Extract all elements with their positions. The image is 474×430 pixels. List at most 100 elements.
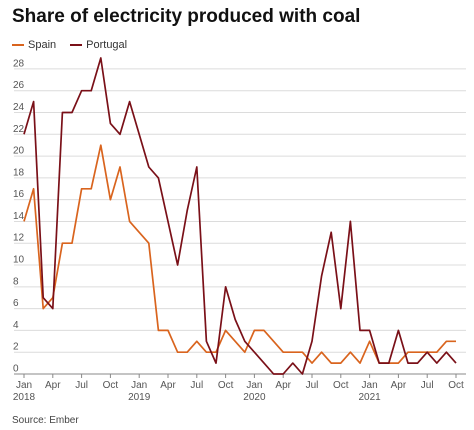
data-point-portugal-25 [263, 362, 265, 364]
data-point-spain-33 [340, 362, 342, 364]
data-point-portugal-19 [206, 340, 208, 342]
data-point-spain-22 [234, 340, 236, 342]
x-tick-label-42: Jul [421, 380, 434, 391]
data-point-spain-4 [62, 242, 64, 244]
data-point-spain-25 [263, 330, 265, 332]
data-point-portugal-11 [129, 101, 131, 103]
data-point-portugal-27 [282, 373, 284, 375]
data-point-portugal-23 [244, 340, 246, 342]
data-point-portugal-34 [350, 221, 352, 223]
data-point-spain-34 [350, 351, 352, 353]
data-point-portugal-36 [369, 330, 371, 332]
data-point-portugal-35 [359, 330, 361, 332]
x-tick-label-18: Jul [190, 380, 203, 391]
y-tick-label-14: 14 [13, 211, 25, 222]
data-point-spain-1 [33, 188, 35, 190]
data-point-portugal-16 [177, 264, 179, 266]
x-tick-label-24: Jan [246, 380, 262, 391]
data-point-spain-40 [407, 351, 409, 353]
data-point-portugal-5 [71, 112, 73, 114]
data-point-spain-9 [110, 199, 112, 201]
data-point-spain-44 [446, 340, 448, 342]
data-point-spain-18 [196, 340, 198, 342]
x-tick-label-6: Jul [75, 380, 88, 391]
data-point-portugal-45 [455, 362, 457, 364]
data-point-spain-17 [186, 351, 188, 353]
x-tick-label-3: Apr [45, 380, 61, 391]
x-tick-label-12: Jan [131, 380, 147, 391]
data-point-spain-41 [417, 351, 419, 353]
data-point-portugal-42 [426, 351, 428, 353]
data-point-spain-2 [42, 308, 44, 310]
data-point-portugal-24 [254, 351, 256, 353]
x-tick-year-2019: 2019 [128, 392, 151, 403]
data-point-spain-5 [71, 242, 73, 244]
x-tick-label-30: Jul [306, 380, 319, 391]
data-point-portugal-26 [273, 373, 275, 375]
y-tick-label-6: 6 [13, 298, 19, 309]
legend-label-portugal: Portugal [86, 39, 128, 51]
data-point-portugal-9 [110, 122, 112, 124]
data-point-spain-32 [330, 362, 332, 364]
data-point-portugal-28 [292, 362, 294, 364]
x-tick-label-36: Jan [362, 380, 378, 391]
data-point-portugal-22 [234, 319, 236, 321]
legend-label-spain: Spain [28, 39, 57, 51]
y-tick-label-0: 0 [13, 364, 19, 375]
data-point-spain-15 [167, 330, 169, 332]
data-point-portugal-15 [167, 221, 169, 223]
y-tick-label-4: 4 [13, 320, 19, 331]
data-point-portugal-30 [311, 340, 313, 342]
data-point-spain-28 [292, 351, 294, 353]
x-tick-label-0: Jan [16, 380, 32, 391]
data-point-spain-24 [254, 330, 256, 332]
data-point-spain-19 [206, 351, 208, 353]
y-tick-label-18: 18 [13, 167, 25, 178]
data-point-portugal-20 [215, 362, 217, 364]
x-tick-label-15: Apr [160, 380, 176, 391]
x-tick-label-45: Oct [448, 380, 464, 391]
data-point-spain-29 [302, 351, 304, 353]
data-point-portugal-18 [196, 166, 198, 168]
data-point-spain-10 [119, 166, 121, 168]
y-tick-label-22: 22 [13, 124, 25, 135]
data-point-spain-11 [129, 221, 131, 223]
x-tick-year-2018: 2018 [13, 392, 36, 403]
data-point-spain-43 [436, 351, 438, 353]
legend-item-spain: Spain [12, 39, 56, 51]
data-point-spain-14 [158, 330, 160, 332]
data-point-portugal-12 [138, 133, 140, 135]
data-point-spain-13 [148, 242, 150, 244]
data-point-portugal-31 [321, 275, 323, 277]
data-point-spain-23 [244, 351, 246, 353]
chart-source: Source: Ember [12, 415, 79, 426]
y-tick-label-26: 26 [13, 80, 25, 91]
data-point-portugal-39 [398, 330, 400, 332]
data-point-portugal-0 [23, 133, 25, 135]
data-point-spain-30 [311, 362, 313, 364]
legend-swatch-spain [12, 44, 24, 46]
chart-legend: Spain Portugal [12, 39, 127, 51]
x-tick-label-33: Oct [333, 380, 349, 391]
data-point-spain-36 [369, 340, 371, 342]
y-tick-label-20: 20 [13, 146, 25, 157]
legend-item-portugal: Portugal [70, 39, 127, 51]
data-point-portugal-14 [158, 177, 160, 179]
data-point-portugal-21 [225, 286, 227, 288]
x-tick-year-2021: 2021 [358, 392, 381, 403]
data-point-portugal-6 [81, 90, 83, 92]
data-point-portugal-32 [330, 231, 332, 233]
data-point-portugal-10 [119, 133, 121, 135]
legend-swatch-portugal [70, 44, 83, 46]
data-point-spain-26 [273, 340, 275, 342]
data-point-spain-6 [81, 188, 83, 190]
data-point-portugal-4 [62, 112, 64, 114]
data-point-spain-27 [282, 351, 284, 353]
data-point-portugal-41 [417, 362, 419, 364]
y-tick-label-16: 16 [13, 189, 25, 200]
data-point-portugal-33 [340, 308, 342, 310]
x-tick-label-27: Apr [275, 380, 291, 391]
data-point-portugal-8 [100, 57, 102, 59]
